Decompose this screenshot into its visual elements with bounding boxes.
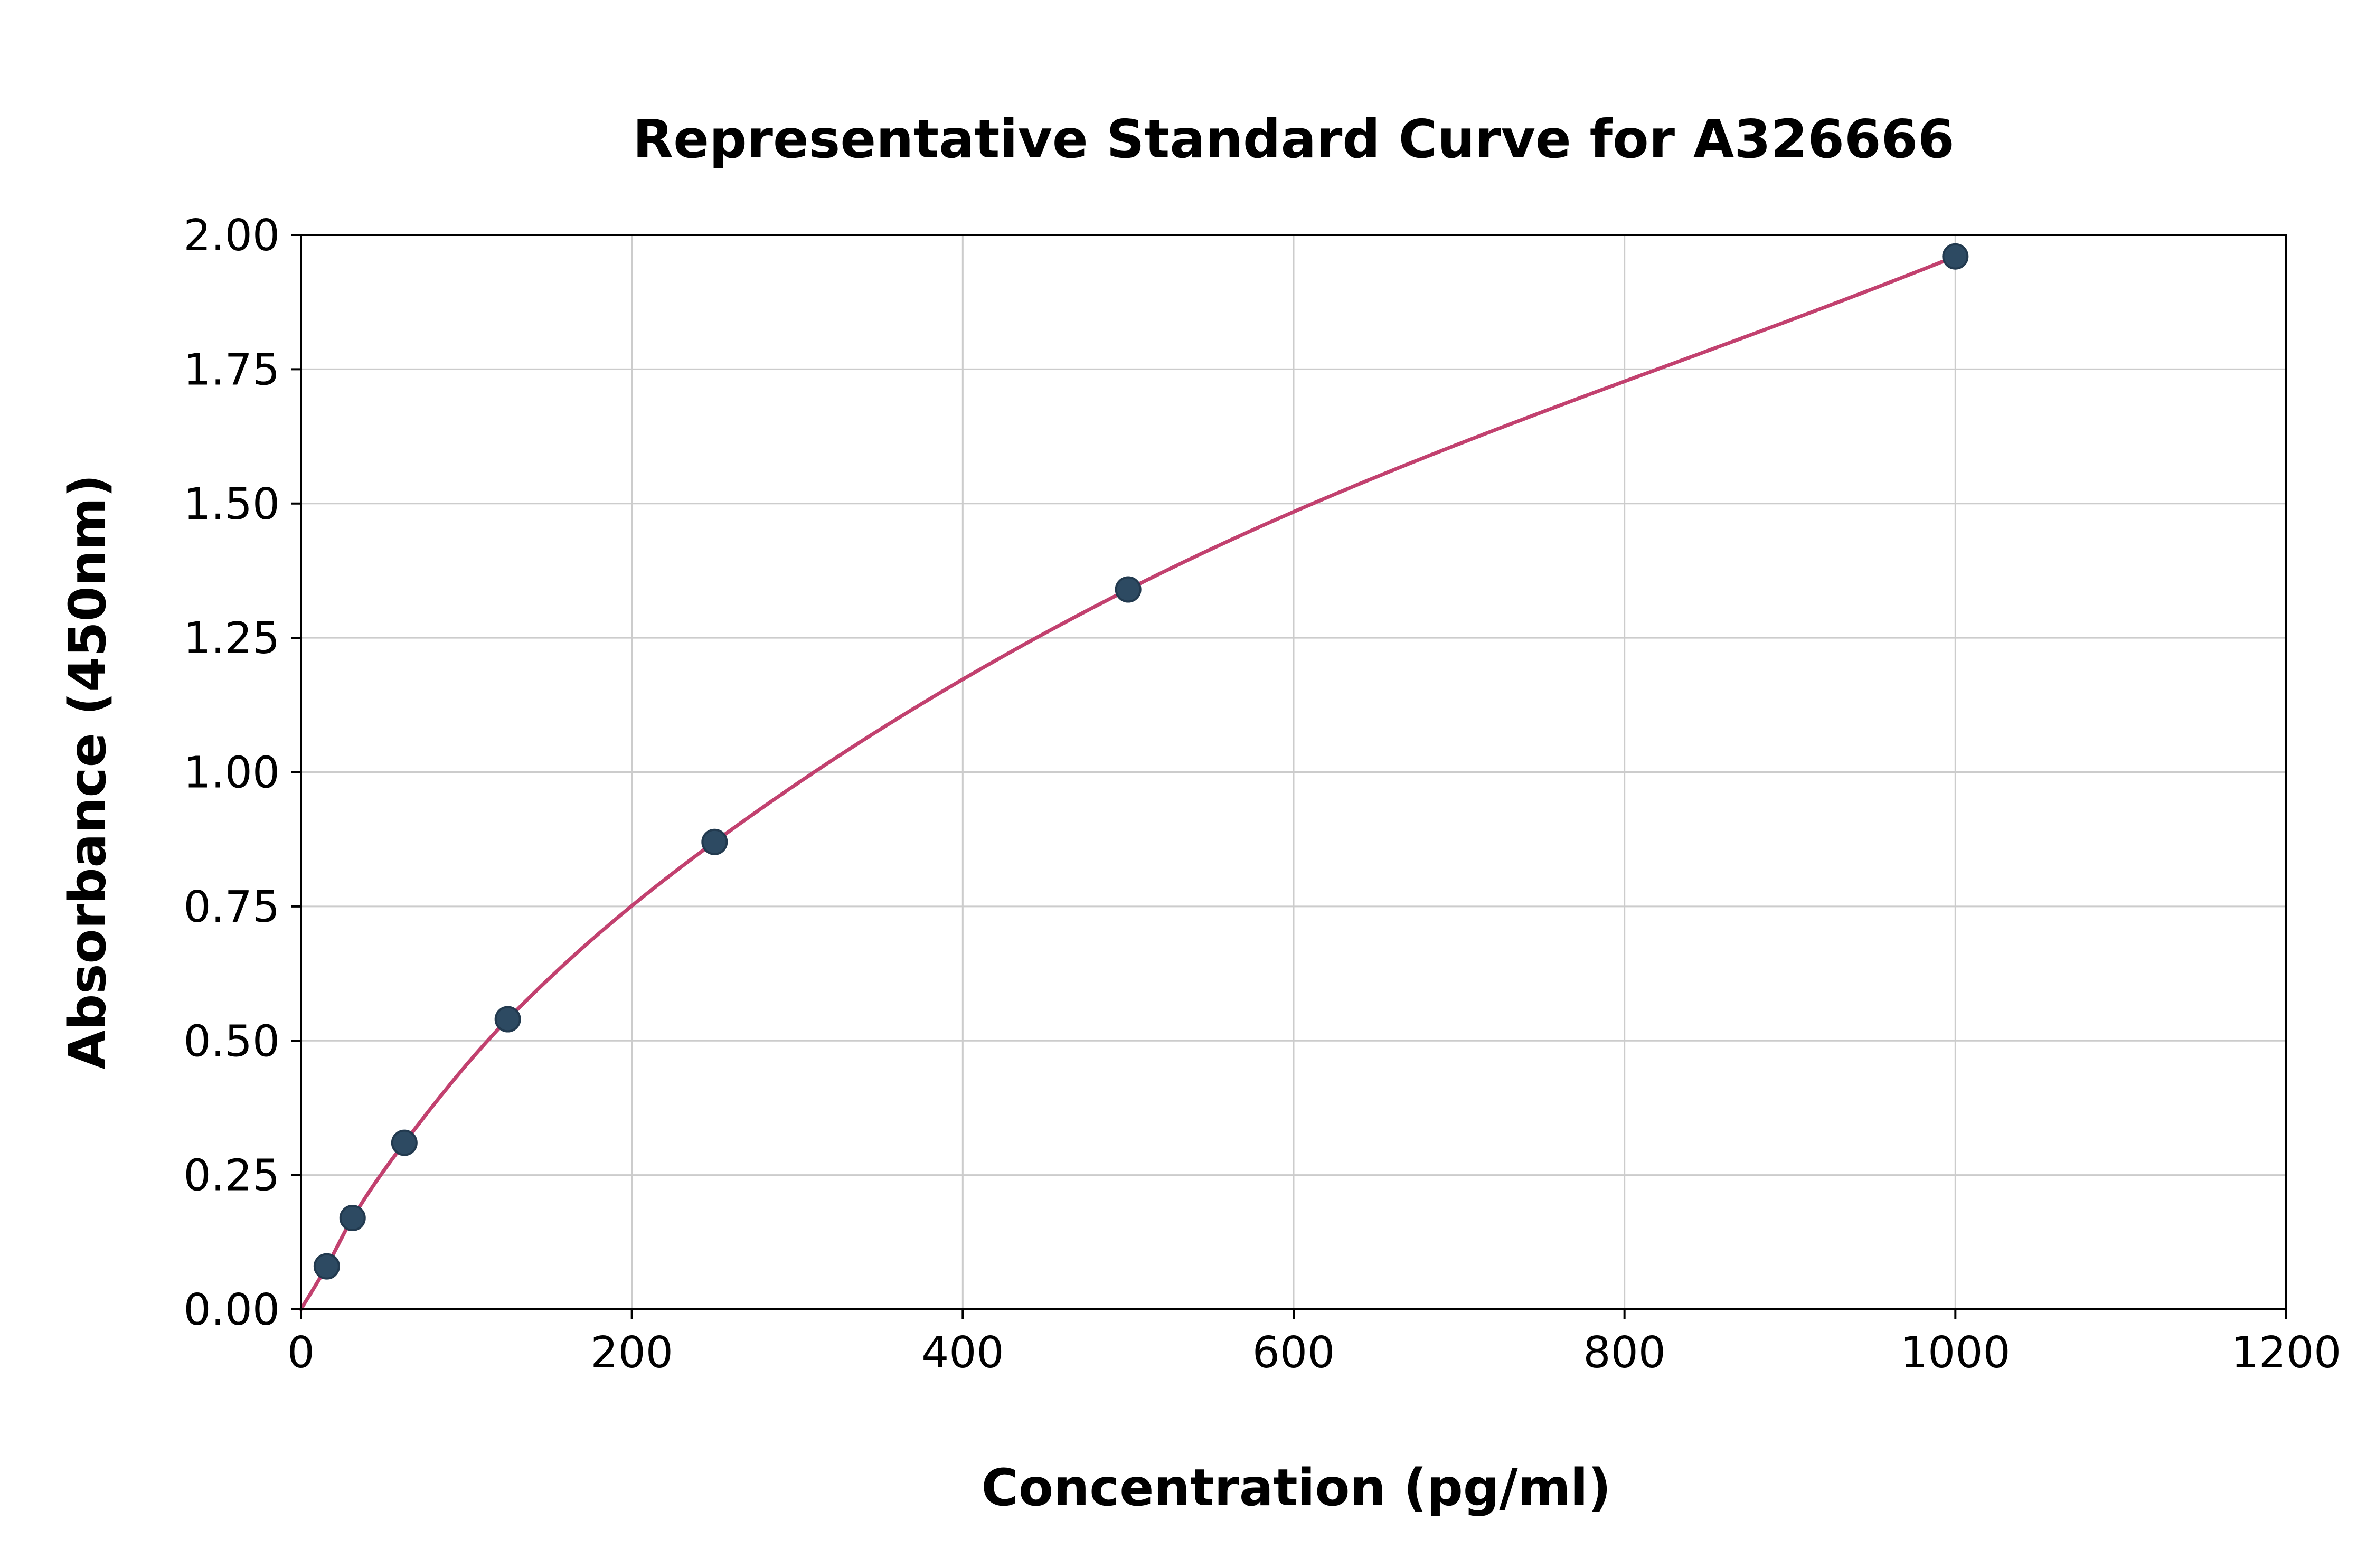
y-tick-label: 0.75 — [183, 882, 280, 932]
y-tick-label: 0.50 — [183, 1016, 280, 1066]
y-tick-label: 1.00 — [183, 748, 280, 798]
y-tick-label: 0.00 — [183, 1285, 280, 1335]
x-tick-label: 1000 — [1900, 1328, 2011, 1378]
data-point — [391, 1129, 418, 1156]
data-point — [1115, 576, 1142, 603]
data-point — [339, 1205, 366, 1232]
x-tick-label: 600 — [1252, 1328, 1335, 1378]
data-point — [1942, 243, 1969, 270]
x-tick-label: 400 — [921, 1328, 1004, 1378]
x-tick-label: 0 — [287, 1328, 315, 1378]
x-tick-label: 1200 — [2231, 1328, 2342, 1378]
y-tick-label: 0.25 — [183, 1151, 280, 1201]
data-point — [313, 1253, 340, 1280]
chart-title: Representative Standard Curve for A32666… — [633, 108, 1955, 170]
data-point — [701, 828, 728, 855]
y-tick-label: 2.00 — [183, 211, 280, 261]
fitted-curve — [299, 254, 1957, 1311]
y-tick-label: 1.75 — [183, 345, 280, 395]
y-tick-label: 1.25 — [183, 613, 280, 664]
y-tick-label: 1.50 — [183, 479, 280, 530]
x-tick-label: 800 — [1583, 1328, 1666, 1378]
data-point — [494, 1006, 521, 1033]
x-axis-label: Concentration (pg/ml) — [981, 1458, 1611, 1517]
x-tick-label: 200 — [590, 1328, 673, 1378]
y-axis-label: Absorbance (450nm) — [58, 474, 117, 1070]
